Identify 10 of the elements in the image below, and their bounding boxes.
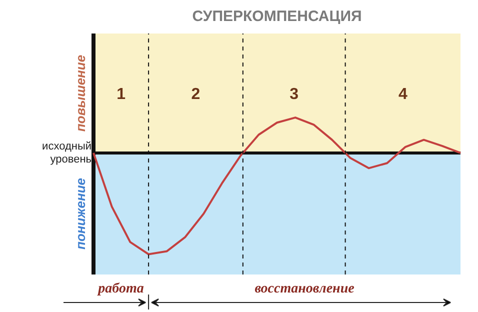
text: 2 [191, 86, 200, 104]
band-label: повышение [73, 54, 88, 132]
chart-title: СУПЕРКОМПЕНСАЦИЯ [192, 8, 362, 25]
band-label: понижение [73, 178, 88, 250]
text: работа [97, 282, 144, 296]
text: восстановление [254, 282, 354, 296]
text: 1 [116, 86, 126, 104]
text: 3 [290, 86, 299, 104]
text: 4 [398, 86, 408, 104]
ref-line-label: исходный уровень [42, 140, 92, 166]
